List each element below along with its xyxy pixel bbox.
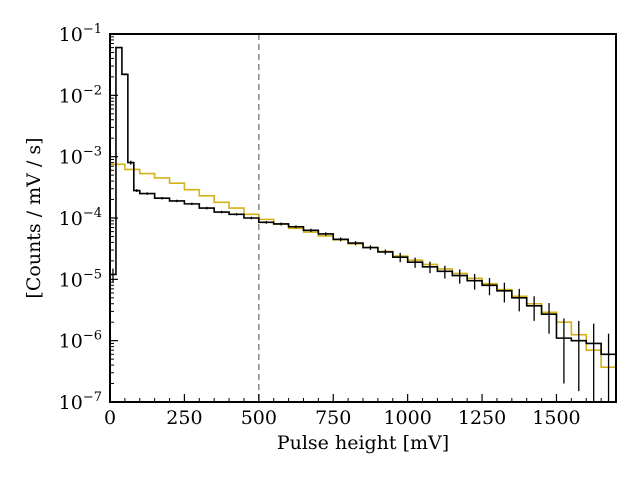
y-tick-label: 10−6 <box>59 329 102 353</box>
measured-step-line <box>109 46 616 402</box>
x-tick-label: 500 <box>241 407 277 429</box>
plot-layer <box>109 34 616 402</box>
y-tick-label: 10−3 <box>59 145 102 169</box>
y-tick-label: 10−1 <box>59 22 102 46</box>
x-axis-label: Pulse height [mV] <box>277 432 449 454</box>
y-axis-label: [Counts / mV / s] <box>23 137 45 298</box>
tick-layer: 0 250 500 750 1000 1250 1500 10−7 10−6 10−5 10−4 10… <box>59 22 602 429</box>
x-tick-label: 1250 <box>458 407 506 429</box>
x-tick-label: 1500 <box>532 407 580 429</box>
plot-frame <box>109 33 617 403</box>
y-tick-label: 10−5 <box>59 267 102 291</box>
y-tick-label: 10−2 <box>59 83 102 107</box>
x-tick-label: 0 <box>104 407 116 429</box>
y-tick-label: 10−7 <box>59 390 102 414</box>
x-tick-label: 750 <box>315 407 351 429</box>
x-tick-label: 1000 <box>383 407 431 429</box>
x-tick-label: 250 <box>166 407 202 429</box>
y-tick-label: 10−4 <box>59 206 102 230</box>
